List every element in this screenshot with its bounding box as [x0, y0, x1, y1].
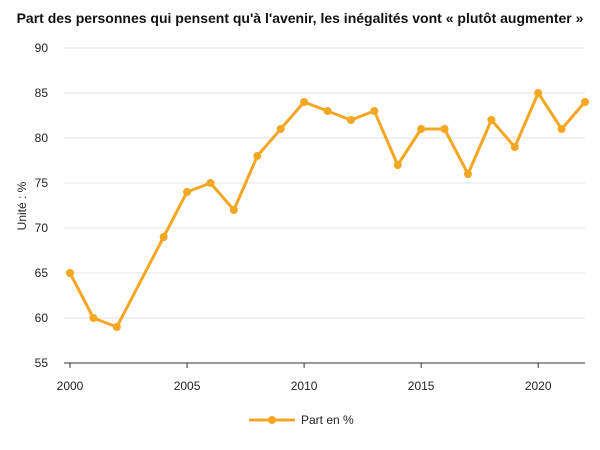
x-tick-label: 2000 — [57, 379, 84, 393]
y-tick-label: 60 — [35, 311, 49, 325]
data-point-2017[interactable] — [463, 170, 472, 178]
data-point-2007[interactable] — [229, 206, 238, 214]
x-tick-label: 2020 — [525, 379, 552, 393]
y-axis-ticks: 55 60 65 70 75 80 85 90 — [35, 41, 49, 370]
y-tick-label: 70 — [35, 221, 49, 235]
series-line — [68, 91, 587, 329]
data-point-2016[interactable] — [440, 125, 449, 133]
x-axis-ticks: 2000 2005 2010 2015 2020 — [57, 363, 552, 393]
data-point-2020[interactable] — [534, 89, 543, 97]
y-axis-title: Unité : % — [15, 181, 29, 230]
x-tick-label: 2005 — [174, 379, 201, 393]
chart-title: Part des personnes qui pensent qu'à l'av… — [16, 10, 584, 26]
legend-label: Part en % — [301, 413, 354, 427]
data-point-2015[interactable] — [417, 125, 426, 133]
x-tick-label: 2015 — [408, 379, 435, 393]
y-tick-label: 55 — [35, 356, 49, 370]
data-point-2000[interactable] — [66, 269, 74, 277]
data-point-2006[interactable] — [206, 179, 215, 187]
data-point-2018[interactable] — [487, 116, 496, 124]
y-tick-label: 85 — [35, 86, 49, 100]
data-point-2010[interactable] — [300, 98, 309, 106]
y-tick-label: 75 — [35, 176, 49, 190]
data-point-2019[interactable] — [510, 143, 519, 151]
data-point-2001[interactable] — [89, 314, 98, 322]
data-point-2009[interactable] — [276, 125, 285, 133]
data-point-2004[interactable] — [159, 233, 168, 241]
data-point-2014[interactable] — [393, 161, 402, 169]
data-point-2022[interactable] — [581, 98, 589, 106]
data-point-2002[interactable] — [112, 323, 121, 331]
y-tick-label: 80 — [35, 131, 49, 145]
series-part-en-pourcent — [66, 89, 589, 331]
data-point-2008[interactable] — [253, 152, 262, 160]
legend-point-marker — [268, 416, 276, 424]
data-point-2012[interactable] — [346, 116, 355, 124]
data-point-2021[interactable] — [557, 125, 566, 133]
x-tick-label: 2010 — [291, 379, 318, 393]
data-point-2005[interactable] — [183, 188, 192, 196]
legend[interactable]: Part en % — [249, 413, 354, 427]
y-tick-label: 65 — [35, 266, 49, 280]
data-point-2013[interactable] — [370, 107, 379, 115]
y-tick-label: 90 — [35, 41, 49, 55]
data-point-2011[interactable] — [323, 107, 332, 115]
gridlines — [64, 47, 585, 364]
